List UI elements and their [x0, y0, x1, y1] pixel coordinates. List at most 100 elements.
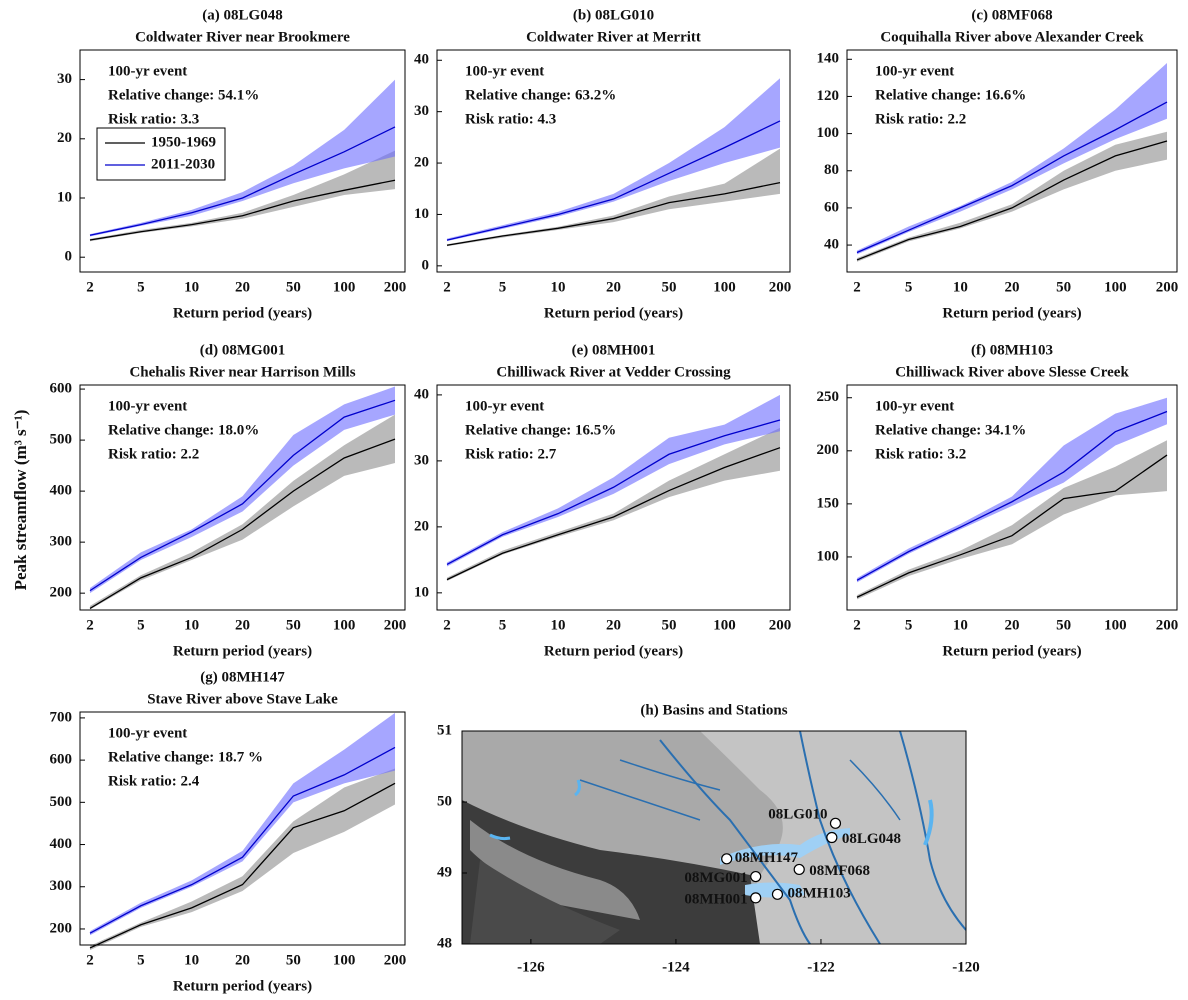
- y-tick-label: 250: [817, 389, 840, 405]
- x-tick-label: 5: [137, 952, 145, 968]
- y-tick-label: 200: [817, 442, 840, 458]
- x-tick-label: 200: [1156, 279, 1179, 295]
- station-marker: [827, 833, 837, 843]
- x-tick-label: 10: [953, 617, 968, 633]
- y-tick-label: 100: [817, 125, 840, 141]
- x-tick-label: 2: [443, 617, 451, 633]
- panel-subtitle: Chilliwack River above Slesse Creek: [895, 364, 1129, 380]
- panel-subtitle: Stave River above Stave Lake: [147, 691, 338, 707]
- x-axis-label: Return period (years): [942, 305, 1081, 321]
- x-tick-label: 20: [606, 617, 621, 633]
- annotation: Relative change: 63.2%: [465, 87, 616, 103]
- x-tick-label: 100: [333, 952, 356, 968]
- x-tick-label: 10: [953, 279, 968, 295]
- annotation: 100-yr event: [875, 63, 954, 79]
- y-tick-label: 30: [414, 103, 429, 119]
- y-tick-label: 30: [57, 71, 72, 87]
- x-axis-label: Return period (years): [173, 643, 312, 659]
- y-tick-label: 51: [437, 722, 452, 738]
- x-axis-label: Return period (years): [173, 305, 312, 321]
- x-tick-label: 200: [384, 279, 407, 295]
- panel-subtitle: Coldwater River near Brookmere: [135, 29, 350, 45]
- x-tick-label: 100: [333, 617, 356, 633]
- annotation: 100-yr event: [875, 398, 954, 414]
- x-tick-label: 50: [662, 617, 677, 633]
- y-tick-label: 40: [414, 386, 429, 402]
- x-tick-label: 5: [137, 617, 145, 633]
- y-tick-label: 60: [824, 199, 839, 215]
- panel-subtitle: Chilliwack River at Vedder Crossing: [496, 364, 731, 380]
- x-tick-label: 2: [86, 279, 94, 295]
- shared-y-label: Peak streamflow (m³ s⁻¹): [11, 410, 30, 591]
- y-tick-label: 200: [50, 585, 73, 601]
- x-tick-label: 5: [137, 279, 145, 295]
- figure: Peak streamflow (m³ s⁻¹) (a) 08LG048Cold…: [0, 0, 1188, 1000]
- x-tick-label: 50: [286, 952, 301, 968]
- station-label: 08MH001: [684, 891, 747, 907]
- x-tick-label: 10: [184, 952, 199, 968]
- x-axis-label: Return period (years): [544, 643, 683, 659]
- y-tick-label: 20: [57, 130, 72, 146]
- annotation: Risk ratio: 4.3: [465, 111, 556, 127]
- x-tick-label: 5: [499, 617, 507, 633]
- station-label: 08MH147: [735, 850, 799, 866]
- x-tick-label: 5: [905, 617, 913, 633]
- panel-title: (e) 08MH001: [572, 342, 656, 358]
- y-tick-label: 100: [817, 548, 840, 564]
- annotation: Risk ratio: 2.2: [108, 446, 199, 462]
- y-tick-label: 500: [50, 794, 73, 810]
- x-tick-label: 200: [769, 279, 792, 295]
- x-tick-label: -126: [517, 959, 545, 975]
- y-tick-label: 80: [824, 162, 839, 178]
- y-tick-label: 10: [57, 189, 72, 205]
- y-tick-label: 400: [50, 836, 73, 852]
- x-tick-label: 20: [606, 279, 621, 295]
- x-tick-label: 100: [713, 617, 736, 633]
- station-marker: [794, 864, 804, 874]
- panel-subtitle: Chehalis River near Harrison Mills: [129, 364, 355, 380]
- x-tick-label: 200: [769, 617, 792, 633]
- y-tick-label: 50: [437, 793, 452, 809]
- y-tick-label: 700: [50, 709, 73, 725]
- panel-title: (f) 08MH103: [971, 342, 1053, 358]
- annotation: 100-yr event: [465, 63, 544, 79]
- annotation: Relative change: 16.5%: [465, 422, 616, 438]
- annotation: Risk ratio: 2.7: [465, 446, 557, 462]
- annotation: Risk ratio: 2.4: [108, 773, 200, 789]
- panel-title: (g) 08MH147: [200, 669, 285, 685]
- x-tick-label: 50: [1056, 279, 1071, 295]
- x-tick-label: 2: [853, 279, 861, 295]
- x-tick-label: -124: [662, 959, 690, 975]
- station-label: 08MG001: [684, 870, 747, 886]
- annotation: Relative change: 16.6%: [875, 87, 1026, 103]
- station-marker: [722, 854, 732, 864]
- y-tick-label: 150: [817, 495, 840, 511]
- panel-title: (b) 08LG010: [573, 7, 654, 23]
- annotation: Relative change: 18.0%: [108, 422, 259, 438]
- annotation: Risk ratio: 2.2: [875, 111, 966, 127]
- panel-subtitle: Coquihalla River above Alexander Creek: [880, 29, 1144, 45]
- station-label: 08MF068: [809, 863, 870, 879]
- x-tick-label: -122: [807, 959, 835, 975]
- x-tick-label: 20: [235, 617, 250, 633]
- annotation: Relative change: 18.7 %: [108, 749, 263, 765]
- x-axis-label: Return period (years): [173, 978, 312, 994]
- y-tick-label: 200: [50, 920, 73, 936]
- legend-label: 2011-2030: [151, 156, 215, 172]
- panel-subtitle: Coldwater River at Merritt: [526, 29, 701, 45]
- y-tick-label: 400: [50, 483, 73, 499]
- x-tick-label: -120: [952, 959, 980, 975]
- station-marker: [830, 818, 840, 828]
- x-axis-label: Return period (years): [544, 305, 683, 321]
- y-tick-label: 300: [50, 878, 73, 894]
- x-tick-label: 50: [662, 279, 677, 295]
- station-label: 08LG010: [768, 807, 827, 823]
- x-tick-label: 100: [1104, 617, 1127, 633]
- station-label: 08LG048: [842, 831, 901, 847]
- annotation: 100-yr event: [108, 63, 187, 79]
- annotation: Relative change: 34.1%: [875, 422, 1026, 438]
- x-tick-label: 200: [1156, 617, 1179, 633]
- x-tick-label: 200: [384, 952, 407, 968]
- x-tick-label: 20: [1005, 617, 1020, 633]
- x-tick-label: 5: [499, 279, 507, 295]
